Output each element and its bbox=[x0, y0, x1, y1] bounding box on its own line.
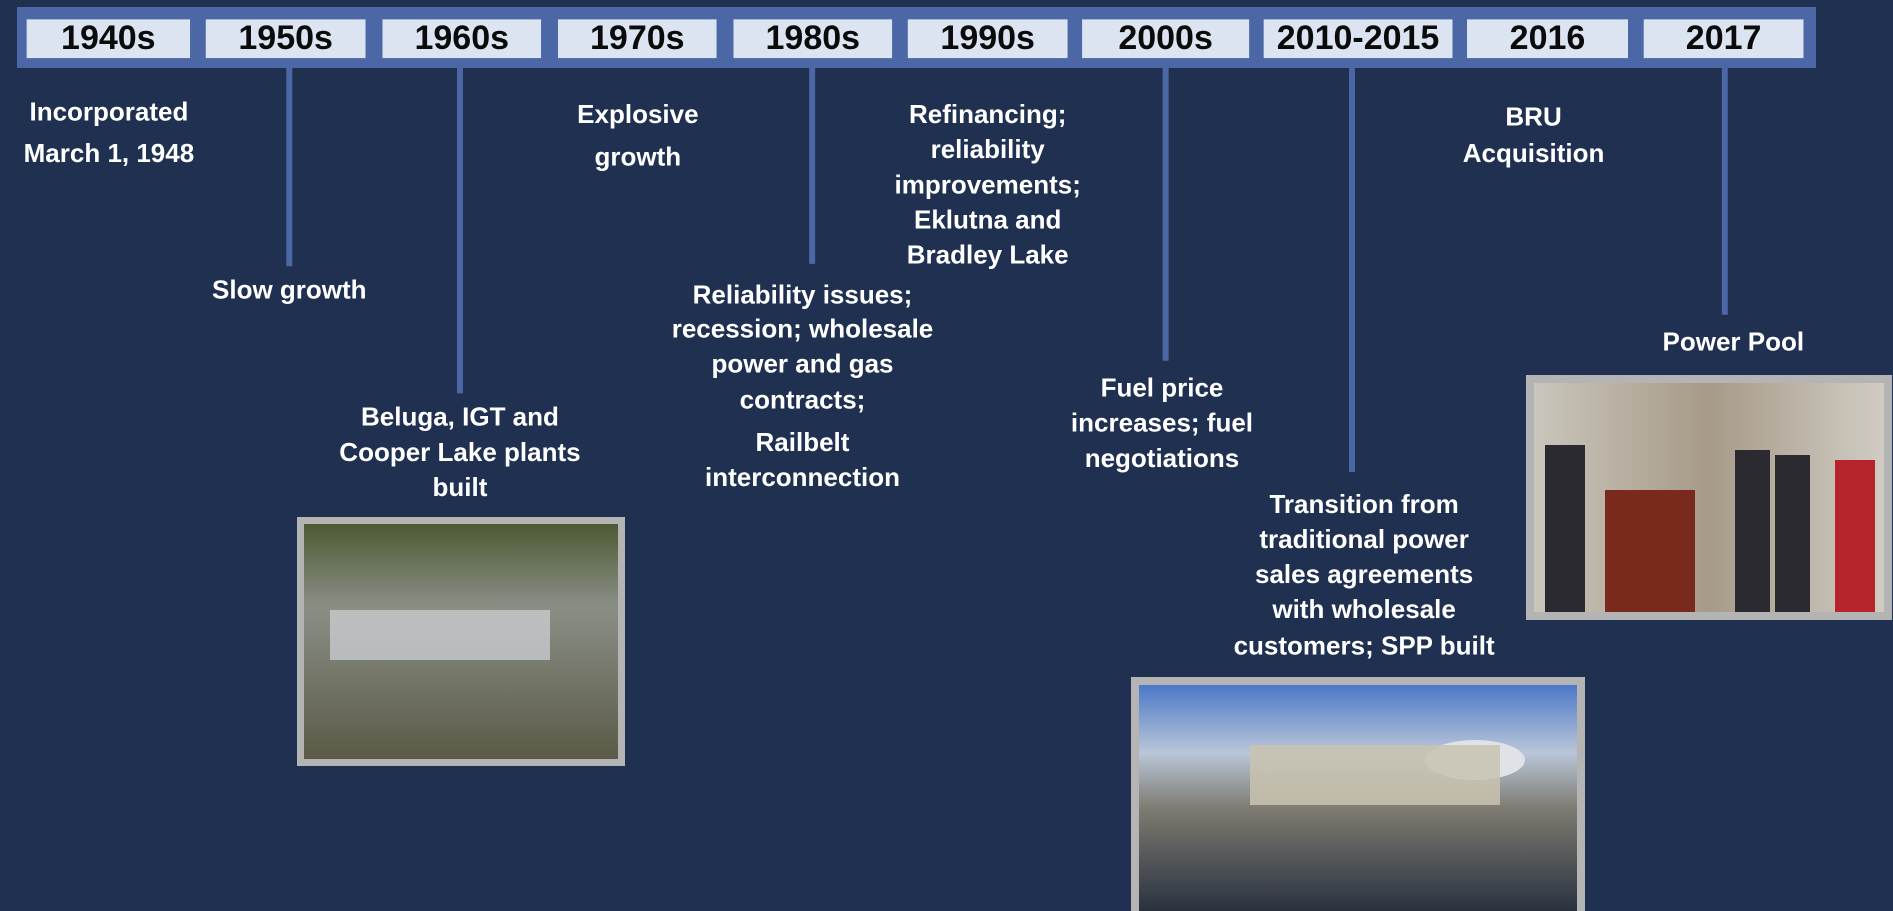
era-label: 1990s bbox=[940, 19, 1035, 57]
event-text: Incorporated bbox=[29, 97, 188, 127]
event-text: Slow growth bbox=[212, 275, 367, 305]
event-text: contracts; bbox=[740, 385, 866, 415]
event-text: Transition from bbox=[1269, 489, 1458, 519]
event-text: Bradley Lake bbox=[907, 239, 1069, 269]
event-text: with wholesale bbox=[1271, 594, 1456, 624]
event-text: built bbox=[433, 472, 488, 502]
event-text: Power Pool bbox=[1663, 327, 1805, 357]
era-label: 2017 bbox=[1686, 19, 1762, 57]
event-text: Explosive bbox=[577, 99, 698, 129]
era-box bbox=[557, 19, 717, 59]
event-text: Railbelt bbox=[756, 427, 850, 457]
event-text: Beluga, IGT and bbox=[361, 402, 559, 432]
era-box bbox=[205, 19, 366, 59]
era-box bbox=[382, 19, 542, 59]
era-box bbox=[733, 19, 893, 59]
era-label: 2016 bbox=[1510, 19, 1586, 57]
era-label: 2010-2015 bbox=[1277, 19, 1440, 57]
event-text: March 1, 1948 bbox=[24, 138, 195, 168]
era-box bbox=[1082, 19, 1250, 59]
event-text: negotiations bbox=[1085, 443, 1240, 473]
photo-spp bbox=[1131, 677, 1585, 911]
event-text: power and gas bbox=[711, 348, 893, 378]
event-text: Reliability issues; bbox=[693, 279, 913, 309]
event-text: growth bbox=[595, 141, 682, 171]
era-box bbox=[1467, 19, 1628, 59]
era-label: 2000s bbox=[1118, 19, 1213, 57]
era-label: 1950s bbox=[238, 19, 333, 57]
event-text: customers; SPP built bbox=[1234, 630, 1495, 660]
era-box bbox=[907, 19, 1068, 59]
era-box bbox=[1643, 19, 1804, 59]
event-text: Cooper Lake plants bbox=[339, 437, 580, 467]
era-box bbox=[1263, 19, 1453, 59]
event-text: traditional power bbox=[1259, 524, 1468, 554]
event-text: recession; wholesale bbox=[672, 313, 934, 343]
era-label: 1980s bbox=[766, 19, 861, 57]
event-text: Refinancing; bbox=[909, 99, 1066, 129]
era-label: 1960s bbox=[414, 19, 509, 57]
era-label: 1940s bbox=[61, 19, 156, 57]
event-text: interconnection bbox=[705, 462, 900, 492]
event-text: Acquisition bbox=[1463, 138, 1605, 168]
era-label: 1970s bbox=[590, 19, 685, 57]
event-text: increases; fuel bbox=[1071, 408, 1253, 438]
era-box bbox=[26, 19, 191, 59]
photo-plant bbox=[297, 517, 625, 766]
event-text: Eklutna and bbox=[914, 204, 1061, 234]
photo-press bbox=[1526, 375, 1892, 620]
event-text: reliability bbox=[931, 134, 1046, 164]
event-text: sales agreements bbox=[1255, 559, 1473, 589]
event-text: BRU bbox=[1505, 101, 1561, 131]
event-text: improvements; bbox=[894, 169, 1080, 199]
event-text: Fuel price bbox=[1101, 373, 1224, 403]
